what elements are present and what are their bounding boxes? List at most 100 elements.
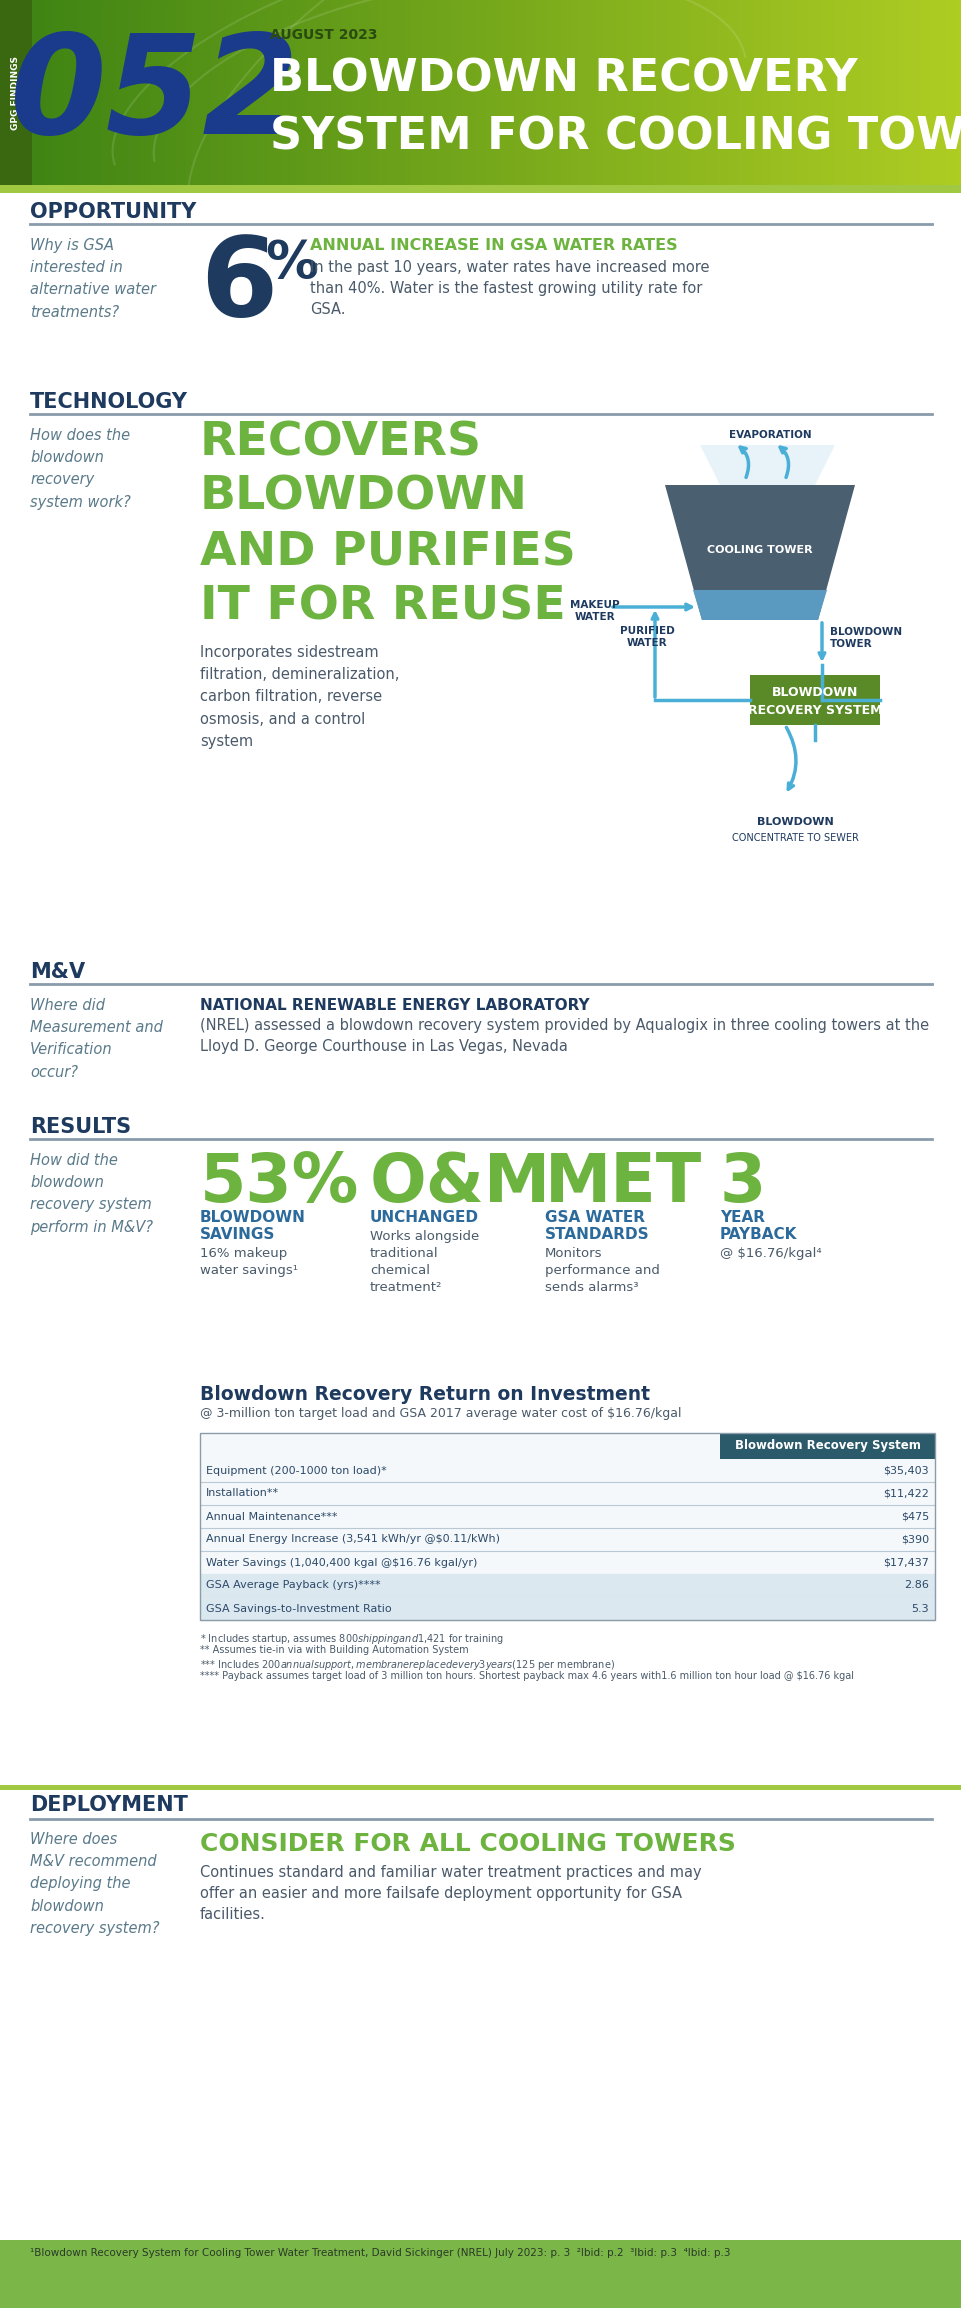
Bar — [810, 0, 815, 185]
Bar — [19, 0, 23, 185]
Text: Water Savings (1,040,400 kgal @$16.76 kgal/yr): Water Savings (1,040,400 kgal @$16.76 kg… — [206, 1558, 477, 1567]
Bar — [103, 0, 107, 185]
Text: RECOVERS: RECOVERS — [200, 420, 481, 464]
Text: 5.3: 5.3 — [910, 1604, 928, 1613]
Bar — [872, 0, 875, 185]
Bar — [519, 0, 523, 185]
Bar — [276, 0, 280, 185]
Bar — [458, 0, 462, 185]
Bar — [881, 0, 885, 185]
Bar — [269, 0, 273, 185]
Bar — [593, 0, 597, 185]
Text: ** Assumes tie-in via with Building Automation System: ** Assumes tie-in via with Building Auto… — [200, 1646, 468, 1655]
Bar — [368, 0, 373, 185]
Bar — [719, 1433, 934, 1459]
Bar — [583, 0, 587, 185]
Bar — [372, 0, 376, 185]
Text: IT FOR REUSE: IT FOR REUSE — [200, 584, 565, 630]
Bar — [685, 0, 690, 185]
Bar — [410, 0, 414, 185]
Bar — [762, 0, 767, 185]
Text: TECHNOLOGY: TECHNOLOGY — [30, 392, 187, 413]
Bar — [877, 0, 882, 185]
Bar — [618, 0, 623, 185]
Text: UNCHANGED: UNCHANGED — [370, 1209, 479, 1226]
Bar — [442, 0, 446, 185]
Bar — [714, 0, 719, 185]
Bar — [375, 0, 379, 185]
Bar — [468, 0, 472, 185]
Bar — [0, 0, 4, 185]
Text: Continues standard and familiar water treatment practices and may
offer an easie: Continues standard and familiar water tr… — [200, 1865, 701, 1923]
Text: @ 3-million ton target load and GSA 2017 average water cost of $16.76/kgal: @ 3-million ton target load and GSA 2017… — [200, 1408, 680, 1419]
Bar — [221, 0, 225, 185]
Text: MET: MET — [545, 1149, 702, 1216]
Bar — [759, 0, 763, 185]
Bar — [702, 0, 705, 185]
Bar — [36, 0, 39, 185]
Bar — [526, 0, 530, 185]
Bar — [243, 0, 248, 185]
Bar — [538, 0, 542, 185]
Bar — [247, 0, 251, 185]
Text: Annual Maintenance***: Annual Maintenance*** — [206, 1512, 337, 1521]
Bar — [612, 0, 616, 185]
Bar — [772, 0, 776, 185]
Bar — [51, 0, 56, 185]
Bar — [529, 0, 532, 185]
Bar — [894, 0, 898, 185]
Bar — [64, 0, 68, 185]
Bar — [679, 0, 683, 185]
Text: 16% makeup
water savings¹: 16% makeup water savings¹ — [200, 1246, 298, 1276]
Bar — [353, 0, 357, 185]
Text: Blowdown Recovery Return on Investment: Blowdown Recovery Return on Investment — [200, 1385, 650, 1403]
Bar — [478, 0, 481, 185]
Bar — [493, 0, 498, 185]
Bar — [324, 0, 328, 185]
Bar — [430, 0, 433, 185]
Bar — [846, 0, 850, 185]
Bar — [500, 0, 504, 185]
Bar — [512, 0, 517, 185]
Text: BLOWDOWN
TOWER: BLOWDOWN TOWER — [829, 628, 901, 649]
Bar — [77, 0, 81, 185]
Bar — [916, 0, 921, 185]
Text: 2.86: 2.86 — [903, 1581, 928, 1590]
Bar — [7, 0, 11, 185]
Bar — [862, 0, 866, 185]
Text: AUGUST 2023: AUGUST 2023 — [270, 28, 377, 42]
Bar — [200, 1433, 934, 1620]
Bar — [61, 0, 65, 185]
Bar — [317, 0, 321, 185]
Bar — [231, 0, 234, 185]
Bar — [122, 0, 126, 185]
Bar — [132, 0, 136, 185]
Bar — [929, 0, 933, 185]
Text: MAKEUP
WATER: MAKEUP WATER — [570, 600, 619, 621]
Bar — [634, 0, 638, 185]
Bar — [288, 0, 292, 185]
Bar — [199, 0, 203, 185]
Text: Annual Energy Increase (3,541 kWh/yr @$0.11/kWh): Annual Energy Increase (3,541 kWh/yr @$0… — [206, 1535, 500, 1544]
Bar — [951, 0, 955, 185]
Bar — [641, 0, 645, 185]
Text: YEAR: YEAR — [719, 1209, 764, 1226]
Text: EVAPORATION: EVAPORATION — [727, 429, 810, 441]
Text: RESULTS: RESULTS — [30, 1117, 131, 1138]
Bar — [189, 0, 193, 185]
Bar — [766, 0, 770, 185]
Bar — [776, 0, 779, 185]
Bar — [750, 674, 879, 725]
Bar — [58, 0, 62, 185]
Bar — [16, 0, 20, 185]
Bar — [925, 0, 930, 185]
Bar — [163, 0, 167, 185]
Bar — [282, 0, 286, 185]
Bar — [250, 0, 254, 185]
Bar — [788, 0, 792, 185]
Text: *** Includes $200 annual support, membrane replaced every 3 years ($125 per memb: *** Includes $200 annual support, membra… — [200, 1657, 614, 1671]
Bar — [887, 0, 892, 185]
Bar — [829, 0, 834, 185]
Bar — [449, 0, 453, 185]
Bar — [10, 0, 13, 185]
